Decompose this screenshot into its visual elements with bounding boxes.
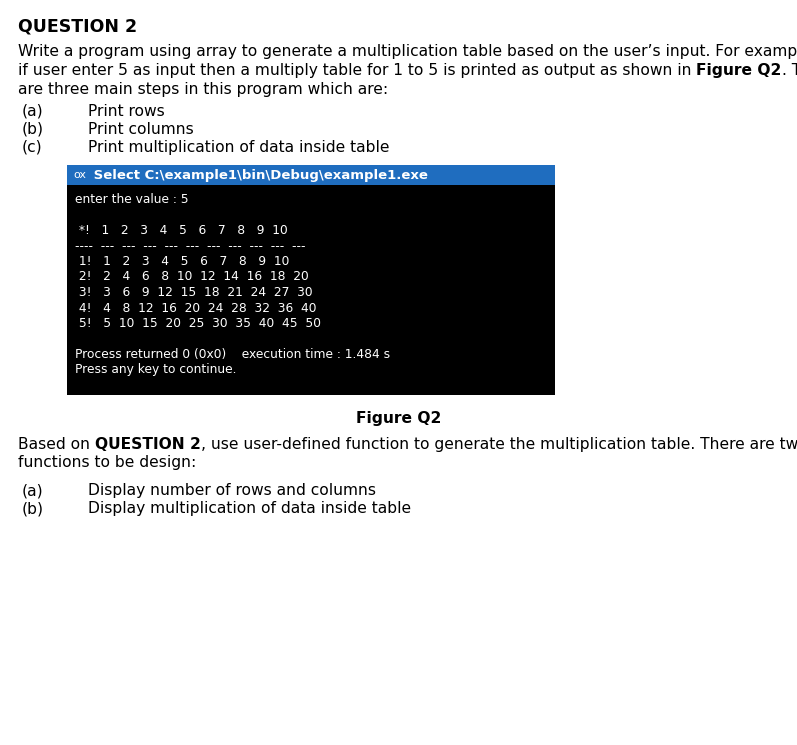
Text: (b): (b) bbox=[22, 501, 44, 516]
Text: Write a program using array to generate a multiplication table based on the user: Write a program using array to generate … bbox=[18, 44, 797, 59]
Text: Figure Q2: Figure Q2 bbox=[355, 411, 442, 426]
Text: if user enter 5 as input then a multiply table for 1 to 5 is printed as output a: if user enter 5 as input then a multiply… bbox=[18, 63, 697, 78]
Text: 4!   4   8  12  16  20  24  28  32  36  40: 4! 4 8 12 16 20 24 28 32 36 40 bbox=[75, 302, 316, 314]
Text: 1!   1   2   3   4   5   6   7   8   9  10: 1! 1 2 3 4 5 6 7 8 9 10 bbox=[75, 255, 289, 268]
Text: Print columns: Print columns bbox=[88, 122, 194, 137]
Text: ox: ox bbox=[73, 170, 86, 180]
Text: Press any key to continue.: Press any key to continue. bbox=[75, 364, 237, 376]
Bar bbox=[67, 185, 555, 395]
Text: Display multiplication of data inside table: Display multiplication of data inside ta… bbox=[88, 501, 411, 516]
Text: are three main steps in this program which are:: are three main steps in this program whi… bbox=[18, 82, 388, 97]
Text: enter the value : 5: enter the value : 5 bbox=[75, 193, 189, 206]
Text: Select C:\example1\bin\Debug\example1.exe: Select C:\example1\bin\Debug\example1.ex… bbox=[89, 168, 428, 182]
Text: Print rows: Print rows bbox=[88, 104, 165, 119]
Text: Figure Q2: Figure Q2 bbox=[697, 63, 782, 78]
Text: Based on: Based on bbox=[18, 437, 95, 452]
Text: 5!   5  10  15  20  25  30  35  40  45  50: 5! 5 10 15 20 25 30 35 40 45 50 bbox=[75, 317, 321, 330]
Text: (b): (b) bbox=[22, 122, 44, 137]
Text: 2!   2   4   6   8  10  12  14  16  18  20: 2! 2 4 6 8 10 12 14 16 18 20 bbox=[75, 270, 308, 284]
Text: 3!   3   6   9  12  15  18  21  24  27  30: 3! 3 6 9 12 15 18 21 24 27 30 bbox=[75, 286, 312, 299]
Text: Process returned 0 (0x0)    execution time : 1.484 s: Process returned 0 (0x0) execution time … bbox=[75, 348, 390, 361]
Text: . There: . There bbox=[782, 63, 797, 78]
Text: Display number of rows and columns: Display number of rows and columns bbox=[88, 483, 376, 498]
Text: QUESTION 2: QUESTION 2 bbox=[18, 18, 137, 36]
Text: ----  ---  ---  ---  ---  ---  ---  ---  ---  ---  ---: ---- --- --- --- --- --- --- --- --- ---… bbox=[75, 239, 305, 253]
Text: QUESTION 2: QUESTION 2 bbox=[95, 437, 201, 452]
Text: (c): (c) bbox=[22, 140, 42, 155]
Text: , use user-defined function to generate the multiplication table. There are two: , use user-defined function to generate … bbox=[201, 437, 797, 452]
Text: *!   1   2   3   4   5   6   7   8   9  10: *! 1 2 3 4 5 6 7 8 9 10 bbox=[75, 224, 288, 237]
Text: functions to be design:: functions to be design: bbox=[18, 455, 196, 470]
Text: Print multiplication of data inside table: Print multiplication of data inside tabl… bbox=[88, 140, 390, 155]
Text: (a): (a) bbox=[22, 104, 44, 119]
Text: (a): (a) bbox=[22, 483, 44, 498]
Bar bbox=[67, 165, 555, 185]
